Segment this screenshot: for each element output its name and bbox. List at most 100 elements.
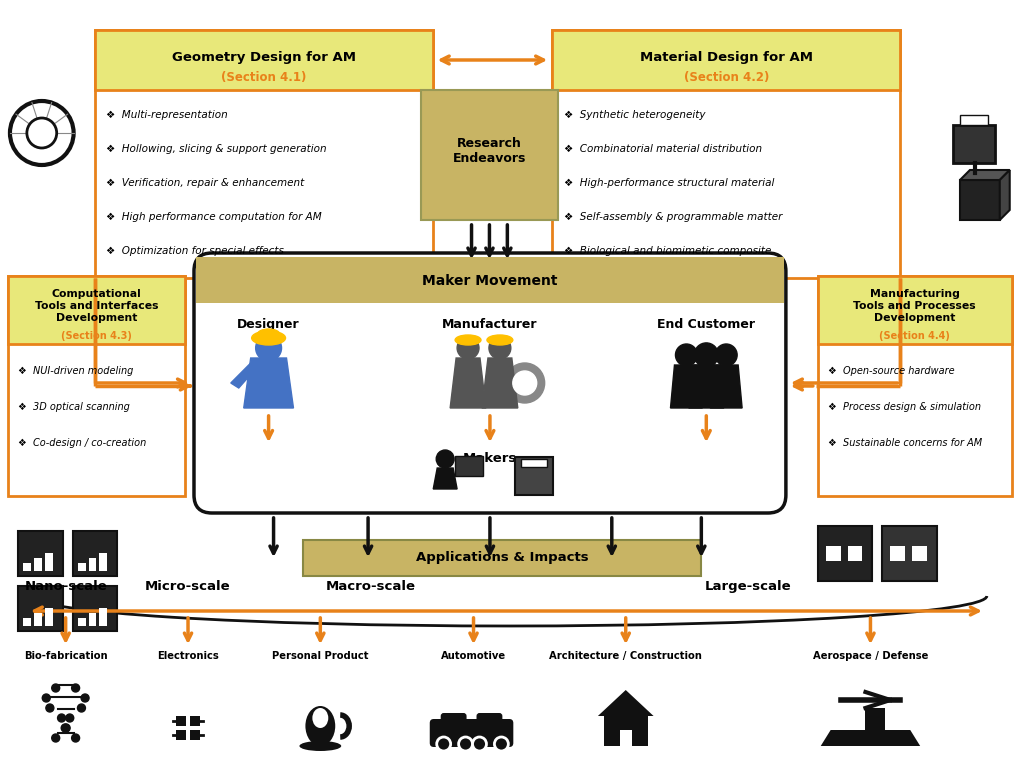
Polygon shape <box>230 363 255 388</box>
Ellipse shape <box>252 331 286 345</box>
Polygon shape <box>671 365 702 408</box>
Bar <box>73 531 118 576</box>
Bar <box>818 276 1012 496</box>
Ellipse shape <box>299 741 341 751</box>
Text: ❖  High performance computation for AM: ❖ High performance computation for AM <box>106 212 323 222</box>
Text: Automotive: Automotive <box>441 651 506 661</box>
Text: Manufacturer: Manufacturer <box>442 318 538 331</box>
Circle shape <box>513 371 537 395</box>
Text: (Section 4.2): (Section 4.2) <box>683 71 769 84</box>
Circle shape <box>61 724 70 732</box>
Bar <box>34 613 42 626</box>
Polygon shape <box>820 730 921 746</box>
Bar <box>825 546 841 561</box>
Circle shape <box>46 704 54 712</box>
Text: Material Design for AM: Material Design for AM <box>640 51 813 65</box>
Bar <box>88 613 96 626</box>
Text: (Section 4.4): (Section 4.4) <box>880 331 950 341</box>
Text: Geometry Design for AM: Geometry Design for AM <box>172 51 355 65</box>
Text: ❖  Open-source hardware: ❖ Open-source hardware <box>827 366 954 376</box>
Text: (Section 4.3): (Section 4.3) <box>61 331 132 341</box>
Bar <box>190 716 200 726</box>
Text: Manufacturing
Tools and Processes
Development: Manufacturing Tools and Processes Develo… <box>853 289 976 323</box>
Polygon shape <box>451 358 486 408</box>
Text: ❖  Process design & simulation: ❖ Process design & simulation <box>827 402 981 412</box>
Text: ❖  Optimization for special effects: ❖ Optimization for special effects <box>106 246 285 256</box>
Text: ❖  Synthetic heterogeneity: ❖ Synthetic heterogeneity <box>564 110 706 120</box>
Circle shape <box>57 714 66 722</box>
Bar <box>912 546 927 561</box>
Bar <box>190 730 200 740</box>
Text: Applications & Impacts: Applications & Impacts <box>416 551 589 564</box>
Bar <box>73 586 118 631</box>
Bar <box>196 257 784 303</box>
Text: Aerospace / Defense: Aerospace / Defense <box>813 651 928 661</box>
Bar <box>17 531 62 576</box>
Bar <box>94 30 433 90</box>
Bar <box>8 276 185 496</box>
Bar <box>848 546 862 561</box>
Text: ❖  3D optical scanning: ❖ 3D optical scanning <box>17 402 130 412</box>
Polygon shape <box>689 365 724 408</box>
FancyBboxPatch shape <box>476 713 503 733</box>
Circle shape <box>436 450 454 468</box>
Polygon shape <box>598 690 653 716</box>
Text: (Section 4.1): (Section 4.1) <box>221 71 306 84</box>
Ellipse shape <box>258 329 280 339</box>
Text: ❖  Multi-representation: ❖ Multi-representation <box>106 110 228 120</box>
Polygon shape <box>244 358 294 408</box>
Circle shape <box>694 343 719 367</box>
Polygon shape <box>482 358 518 408</box>
Text: Micro-scale: Micro-scale <box>145 580 230 593</box>
Bar <box>421 90 558 220</box>
Circle shape <box>488 337 511 359</box>
Bar <box>552 30 900 90</box>
Polygon shape <box>433 468 457 489</box>
Ellipse shape <box>312 708 329 728</box>
Bar <box>890 546 905 561</box>
Bar <box>176 730 186 740</box>
Polygon shape <box>711 365 742 408</box>
Bar <box>78 563 86 571</box>
Text: ❖  Verification, repair & enhancement: ❖ Verification, repair & enhancement <box>106 178 305 188</box>
Bar <box>8 276 185 344</box>
Circle shape <box>457 337 479 359</box>
Circle shape <box>81 694 89 702</box>
Bar <box>515 457 553 495</box>
Text: Large-scale: Large-scale <box>705 580 792 593</box>
Circle shape <box>459 737 472 751</box>
FancyBboxPatch shape <box>430 719 477 747</box>
Circle shape <box>505 363 545 403</box>
Bar <box>94 30 433 278</box>
Bar <box>23 618 31 626</box>
Bar <box>303 540 701 576</box>
Text: ❖  Biological and biomimetic composite: ❖ Biological and biomimetic composite <box>564 246 771 256</box>
Circle shape <box>472 737 486 751</box>
Text: ❖  High-performance structural material: ❖ High-performance structural material <box>564 178 774 188</box>
Text: Electronics: Electronics <box>157 651 219 661</box>
Text: ❖  Co-design / co-creation: ❖ Co-design / co-creation <box>17 438 146 448</box>
Text: Personal Product: Personal Product <box>272 651 369 661</box>
Text: Bio-fabrication: Bio-fabrication <box>24 651 108 661</box>
Text: Computational
Tools and Interfaces
Development: Computational Tools and Interfaces Devel… <box>35 289 159 323</box>
Text: ❖  Combinatorial material distribution: ❖ Combinatorial material distribution <box>564 144 762 154</box>
Circle shape <box>72 734 80 742</box>
Bar <box>959 115 988 125</box>
Bar <box>176 716 186 726</box>
FancyBboxPatch shape <box>194 253 785 513</box>
Circle shape <box>676 344 697 366</box>
Circle shape <box>256 335 282 361</box>
Bar <box>818 276 1012 344</box>
Bar <box>88 558 96 571</box>
Text: Maker Movement: Maker Movement <box>422 274 558 288</box>
Text: Makers: Makers <box>463 452 517 465</box>
FancyBboxPatch shape <box>440 713 467 733</box>
Bar <box>23 563 31 571</box>
Text: ❖  NUI-driven modeling: ❖ NUI-driven modeling <box>17 366 133 376</box>
Text: End Customer: End Customer <box>657 318 756 331</box>
Bar <box>34 558 42 571</box>
Bar <box>78 618 86 626</box>
Circle shape <box>715 344 737 366</box>
Bar <box>865 708 886 730</box>
Text: Research
Endeavors: Research Endeavors <box>453 137 526 165</box>
